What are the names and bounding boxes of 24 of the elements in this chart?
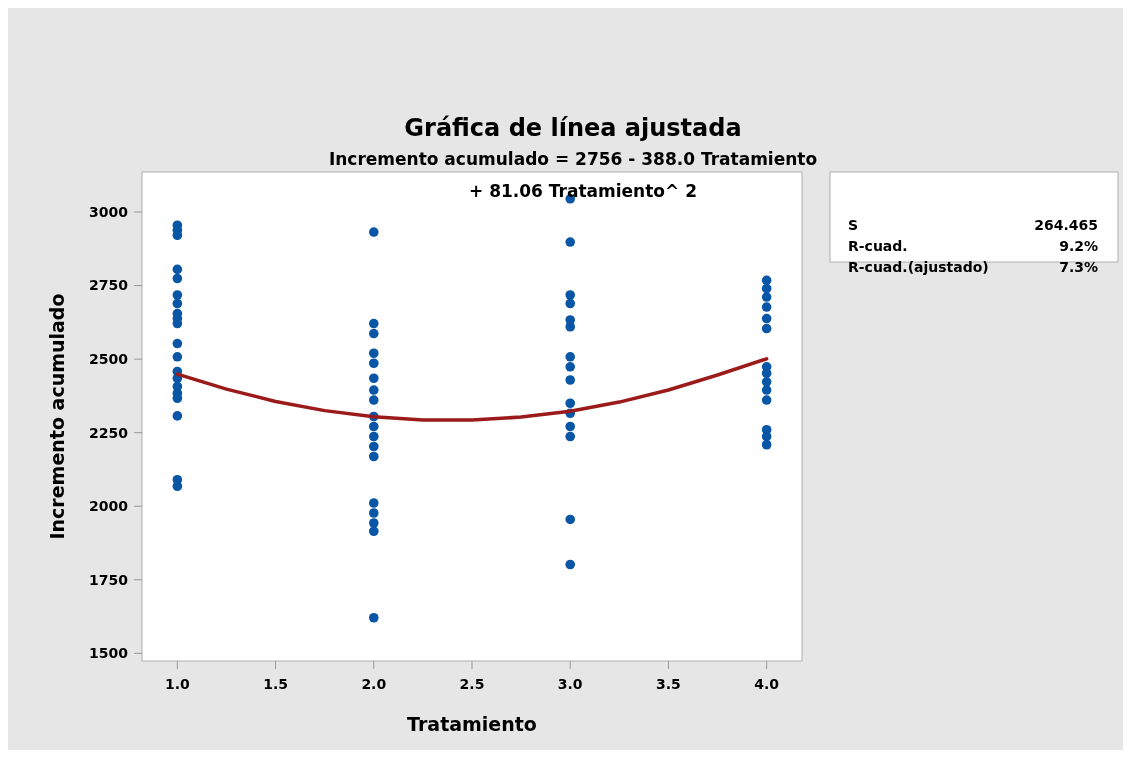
y-tick-label: 2750 (89, 277, 129, 294)
text: 7.3% (1059, 259, 1098, 275)
chart-subtitle: Incremento acumulado = 2756 - 388.0 Tratamiento + 81.06 Tratamiento^ 2 (328, 149, 818, 201)
y-tick-label: 1500 (89, 645, 129, 662)
x-axis-title: Tratamiento (407, 713, 537, 735)
x-tick-label: 3.5 (656, 676, 681, 692)
y-tick-label: 1750 (89, 571, 129, 588)
x-tick-label: 2.5 (459, 676, 485, 692)
x-tick-label: 3.0 (557, 676, 583, 692)
x-tick-label: 1.0 (164, 676, 191, 692)
text: 9.2% (1059, 238, 1098, 254)
text: S (848, 217, 859, 233)
y-axis-title: Incremento acumulado (46, 293, 68, 540)
text: 264.465 (1034, 217, 1098, 233)
x-tick-label: 1.5 (263, 676, 288, 692)
y-tick-label: 2500 (89, 351, 129, 368)
y-tick-label: 3000 (89, 203, 129, 220)
text: R-cuad. (848, 238, 908, 254)
x-tick-label: 4.0 (754, 676, 780, 692)
text: R-cuad.(ajustado) (848, 259, 989, 275)
chart-title: Gráfica de línea ajustada (404, 114, 742, 142)
y-tick-label: 2000 (89, 498, 129, 515)
x-tick-label: 2.0 (361, 676, 387, 692)
y-tick-label: 2250 (89, 424, 129, 441)
